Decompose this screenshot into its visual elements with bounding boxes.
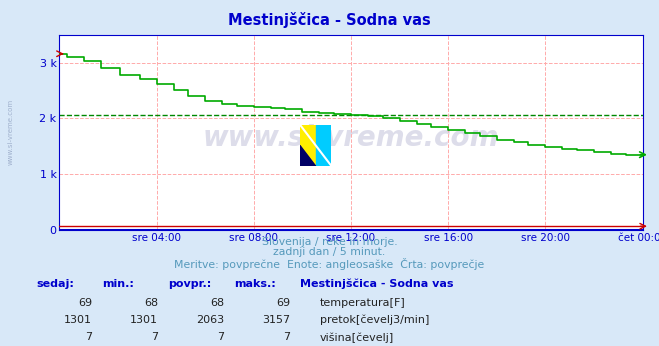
Text: zadnji dan / 5 minut.: zadnji dan / 5 minut. [273, 247, 386, 257]
Text: www.si-vreme.com: www.si-vreme.com [8, 98, 14, 165]
Text: www.si-vreme.com: www.si-vreme.com [203, 124, 499, 152]
Polygon shape [300, 125, 331, 166]
Text: 69: 69 [78, 298, 92, 308]
Text: 7: 7 [85, 332, 92, 342]
Text: pretok[čevelj3/min]: pretok[čevelj3/min] [320, 315, 429, 325]
Text: temperatura[F]: temperatura[F] [320, 298, 405, 308]
Text: maks.:: maks.: [234, 279, 275, 289]
Polygon shape [316, 125, 331, 166]
Text: povpr.:: povpr.: [168, 279, 212, 289]
Text: 7: 7 [217, 332, 224, 342]
Text: 68: 68 [144, 298, 158, 308]
Text: min.:: min.: [102, 279, 134, 289]
Text: Meritve: povprečne  Enote: angleosaške  Črta: povprečje: Meritve: povprečne Enote: angleosaške Čr… [175, 258, 484, 270]
Text: 69: 69 [276, 298, 290, 308]
Text: 2063: 2063 [196, 315, 224, 325]
Text: Slovenija / reke in morje.: Slovenija / reke in morje. [262, 237, 397, 247]
Text: 7: 7 [151, 332, 158, 342]
Text: Mestinjščica - Sodna vas: Mestinjščica - Sodna vas [228, 12, 431, 28]
Polygon shape [300, 145, 316, 166]
Text: sedaj:: sedaj: [36, 279, 74, 289]
Text: višina[čevelj]: višina[čevelj] [320, 332, 394, 343]
Text: 7: 7 [283, 332, 290, 342]
Text: 1301: 1301 [65, 315, 92, 325]
Text: 1301: 1301 [130, 315, 158, 325]
Text: 68: 68 [210, 298, 224, 308]
Text: 3157: 3157 [262, 315, 290, 325]
Text: Mestinjščica - Sodna vas: Mestinjščica - Sodna vas [300, 279, 453, 289]
